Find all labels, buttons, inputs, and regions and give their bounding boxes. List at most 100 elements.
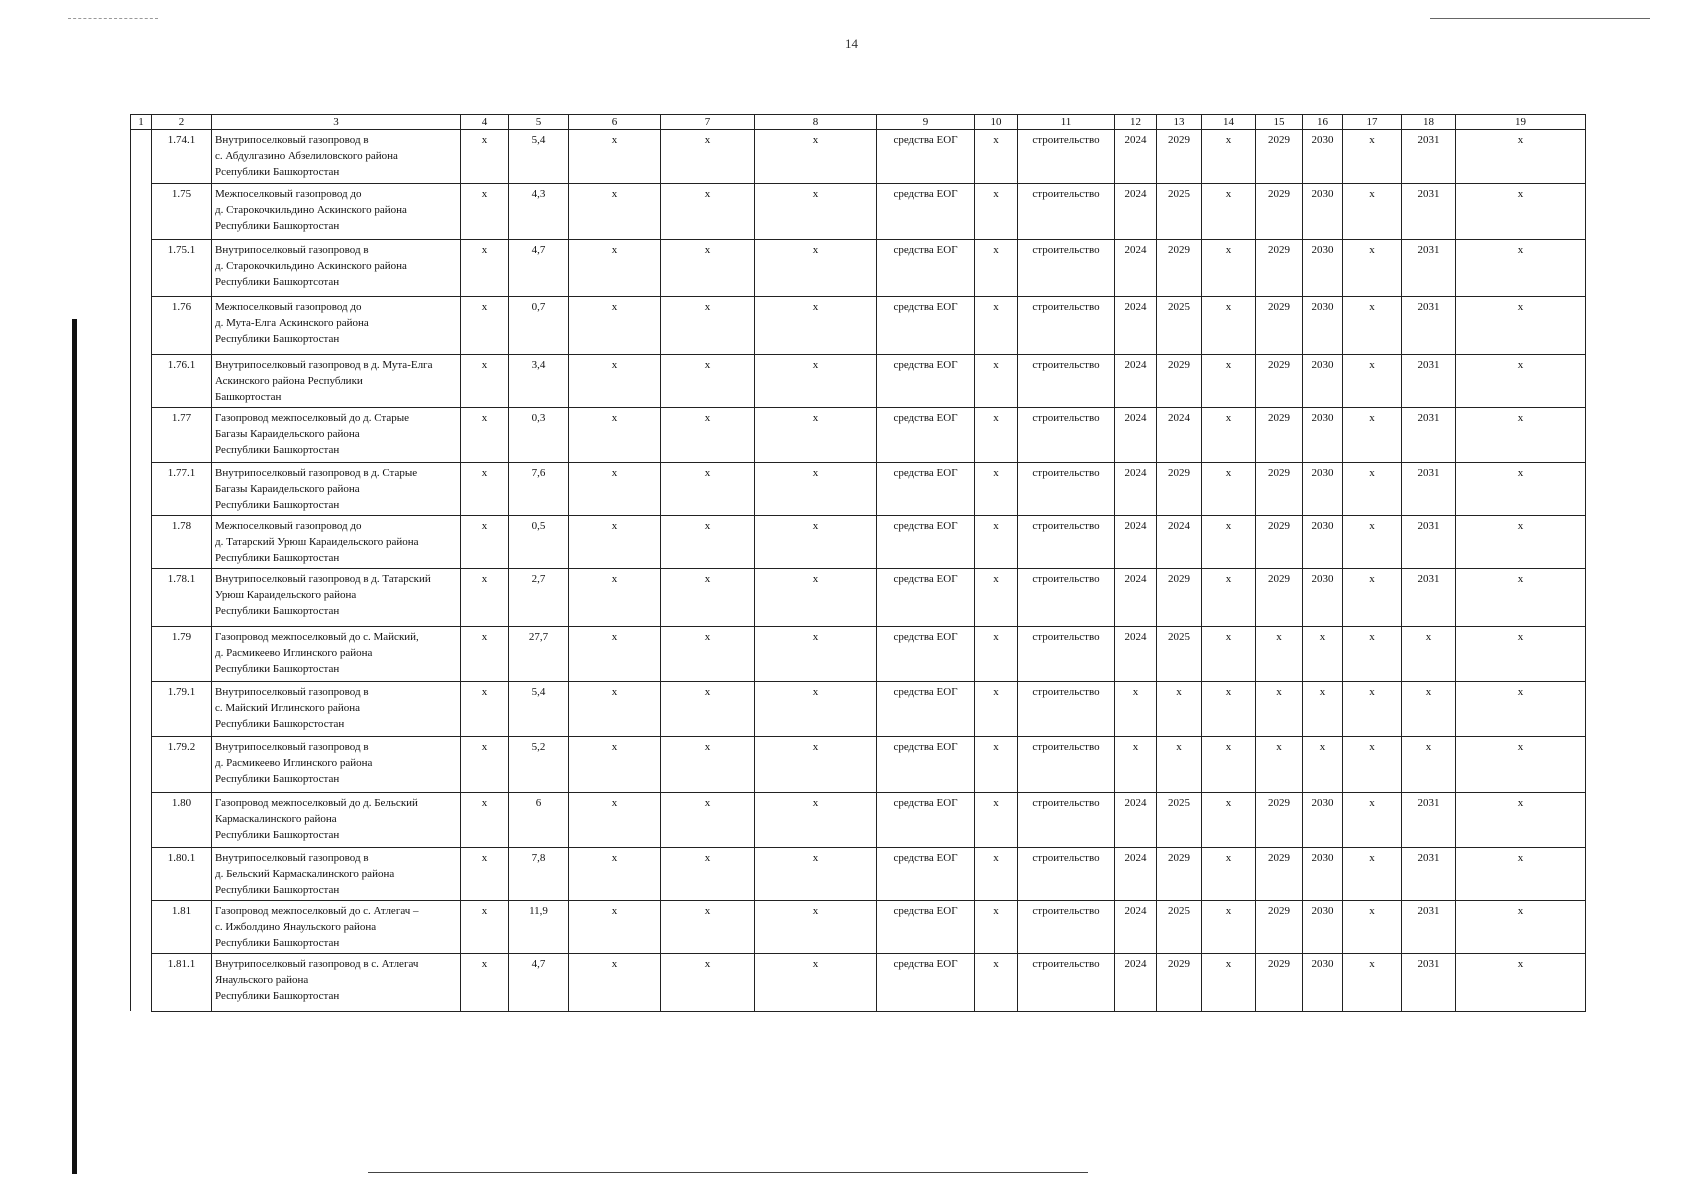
table-cell: строительство bbox=[1017, 514, 1115, 569]
footer-rule bbox=[368, 1172, 1088, 1173]
table-cell: 7,8 bbox=[508, 846, 569, 901]
table-cell: x bbox=[460, 567, 509, 627]
table-cell: 2029 bbox=[1156, 952, 1202, 1012]
table-cell: 2029 bbox=[1156, 567, 1202, 627]
table-cell: x bbox=[1255, 625, 1303, 682]
column-number-header: 2 bbox=[151, 114, 212, 130]
table-cell: строительство bbox=[1017, 791, 1115, 848]
table-cell: 2029 bbox=[1156, 846, 1202, 901]
scan-artifact bbox=[1430, 18, 1650, 19]
table-cell: x bbox=[568, 680, 661, 737]
column-number-header: 6 bbox=[568, 114, 661, 130]
table-cell: средства ЕОГ bbox=[876, 680, 975, 737]
table-cell: x bbox=[1455, 129, 1586, 184]
table-cell-empty bbox=[130, 568, 152, 626]
table-cell: строительство bbox=[1017, 625, 1115, 682]
object-description: Газопровод межпоселковый до с. Атлегач –… bbox=[211, 899, 461, 954]
table-cell: средства ЕОГ bbox=[876, 295, 975, 355]
table-cell-empty bbox=[130, 626, 152, 681]
table-cell: строительство bbox=[1017, 680, 1115, 737]
column-number-header: 7 bbox=[660, 114, 755, 130]
table-cell: x bbox=[1342, 238, 1402, 297]
table-cell: 2031 bbox=[1401, 514, 1456, 569]
table-row: 1.79.1 Внутрипоселковый газопровод в с. М… bbox=[130, 680, 1586, 737]
table-row: 1.80.1 Внутрипоселковый газопровод в д. Б… bbox=[130, 846, 1586, 901]
table-cell: 2030 bbox=[1302, 129, 1343, 184]
table-cell: x bbox=[1342, 846, 1402, 901]
table-cell: x bbox=[974, 514, 1018, 569]
table-cell: 2031 bbox=[1401, 295, 1456, 355]
table-cell: 2,7 bbox=[508, 567, 569, 627]
table-cell: x bbox=[1455, 625, 1586, 682]
table-cell-empty bbox=[130, 296, 152, 354]
table-cell: 2031 bbox=[1401, 952, 1456, 1012]
table-cell: x bbox=[568, 295, 661, 355]
table-cell: x bbox=[660, 182, 755, 240]
table-cell: x bbox=[754, 899, 877, 954]
table-cell: x bbox=[1114, 680, 1157, 737]
item-number: 1.79 bbox=[151, 625, 212, 682]
table-cell: x bbox=[660, 406, 755, 463]
table-row: 1.78 Межпоселковый газопровод до д. Татар… bbox=[130, 514, 1586, 569]
item-number: 1.79.2 bbox=[151, 735, 212, 793]
table-cell: x bbox=[568, 514, 661, 569]
table-cell: x bbox=[974, 295, 1018, 355]
table-cell: x bbox=[460, 129, 509, 184]
column-number-header: 19 bbox=[1455, 114, 1586, 130]
object-description: Внутрипоселковый газопровод в с. Абдулга… bbox=[211, 129, 461, 184]
table-cell: x bbox=[974, 129, 1018, 184]
table-cell: x bbox=[460, 735, 509, 793]
table-cell: x bbox=[1156, 680, 1202, 737]
table-row: 1.81.1 Внутрипоселковый газопровод в с. А… bbox=[130, 952, 1586, 1012]
gas-pipeline-table: 1 2 3 4 5 6 7 8 9 10 11 12 13 14 15 16 17 18 19 1.74.1 Внутр… bbox=[130, 114, 1586, 1012]
table-cell: 4,7 bbox=[508, 238, 569, 297]
object-description: Газопровод межпоселковый до д. Старые Ба… bbox=[211, 406, 461, 463]
table-cell: x bbox=[1255, 735, 1303, 793]
table-cell-empty bbox=[130, 462, 152, 515]
table-cell: 2030 bbox=[1302, 406, 1343, 463]
table-cell: 2024 bbox=[1114, 461, 1157, 516]
item-number: 1.80.1 bbox=[151, 846, 212, 901]
table-cell: 5,4 bbox=[508, 129, 569, 184]
table-cell: x bbox=[460, 238, 509, 297]
table-cell: x bbox=[660, 353, 755, 408]
object-description: Внутрипоселковый газопровод в д. Старые … bbox=[211, 461, 461, 516]
table-cell: x bbox=[1401, 735, 1456, 793]
table-cell: 2024 bbox=[1114, 514, 1157, 569]
table-cell: x bbox=[1342, 680, 1402, 737]
table-cell: 2029 bbox=[1156, 238, 1202, 297]
table-cell: средства ЕОГ bbox=[876, 353, 975, 408]
table-cell: x bbox=[1342, 295, 1402, 355]
table-cell: x bbox=[660, 735, 755, 793]
table-cell: 2029 bbox=[1255, 406, 1303, 463]
table-cell: x bbox=[974, 353, 1018, 408]
object-description: Межпоселковый газопровод до д. Мута-Елга… bbox=[211, 295, 461, 355]
table-cell: x bbox=[1455, 567, 1586, 627]
table-cell: 2029 bbox=[1156, 353, 1202, 408]
table-cell: 2029 bbox=[1255, 238, 1303, 297]
table-cell: x bbox=[974, 461, 1018, 516]
table-cell: средства ЕОГ bbox=[876, 735, 975, 793]
table-cell: x bbox=[754, 846, 877, 901]
item-number: 1.80 bbox=[151, 791, 212, 848]
table-cell: x bbox=[1201, 514, 1256, 569]
table-cell: средства ЕОГ bbox=[876, 625, 975, 682]
table-cell: x bbox=[1302, 625, 1343, 682]
table-cell: x bbox=[1342, 514, 1402, 569]
item-number: 1.78 bbox=[151, 514, 212, 569]
table-cell: x bbox=[1201, 899, 1256, 954]
object-description: Внутрипоселковый газопровод в с. Атлегач… bbox=[211, 952, 461, 1012]
table-cell: 4,7 bbox=[508, 952, 569, 1012]
table-cell: 27,7 bbox=[508, 625, 569, 682]
item-number: 1.75 bbox=[151, 182, 212, 240]
item-number: 1.74.1 bbox=[151, 129, 212, 184]
table-cell: x bbox=[1455, 735, 1586, 793]
column-number-header: 3 bbox=[211, 114, 461, 130]
table-cell-empty bbox=[130, 239, 152, 296]
table-cell: 2029 bbox=[1255, 353, 1303, 408]
table-cell: x bbox=[1342, 461, 1402, 516]
table-cell: 2024 bbox=[1114, 846, 1157, 901]
page-number: 14 bbox=[845, 36, 858, 51]
table-cell-empty bbox=[130, 354, 152, 407]
column-number-header: 1 bbox=[130, 114, 152, 130]
